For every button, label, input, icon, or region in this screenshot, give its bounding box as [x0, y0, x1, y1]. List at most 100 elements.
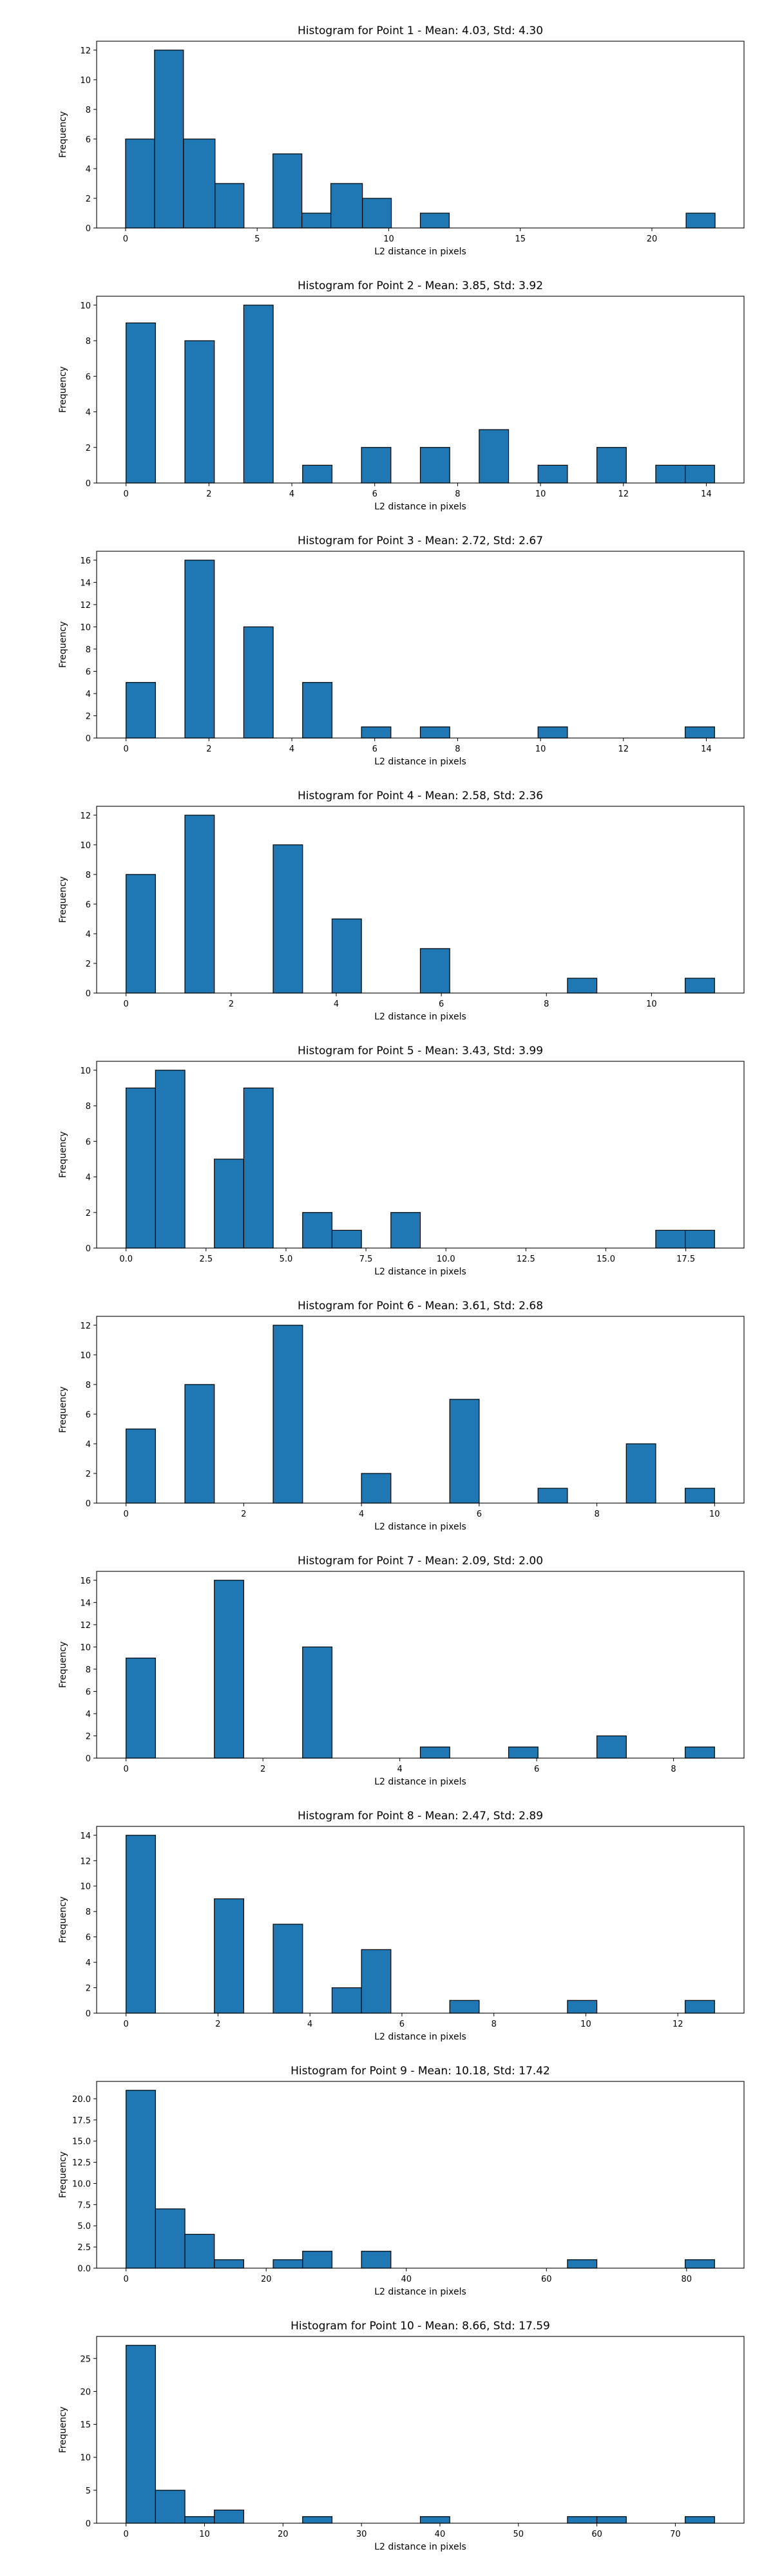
histogram-bar: [625, 1443, 656, 1504]
x-tick-label: 70: [670, 2530, 681, 2539]
x-tick-label: 20: [647, 234, 658, 244]
x-axis-label: L2 distance in pixels: [374, 2032, 466, 2042]
y-tick-label: 5: [86, 2486, 91, 2496]
x-tick-label: 40: [401, 2275, 412, 2284]
y-tick-label: 0: [86, 479, 91, 489]
histogram-bar: [596, 1735, 627, 1759]
histogram-bar: [184, 815, 215, 994]
x-tick-label: 10: [383, 234, 394, 244]
x-tick-label: 8: [455, 489, 460, 499]
axes-frame: [96, 1316, 745, 1504]
histogram-bar: [184, 560, 215, 739]
y-tick-label: 2: [86, 1209, 91, 1218]
histogram-bar: [596, 447, 627, 484]
y-tick-label: 8: [86, 645, 91, 655]
x-tick-label: 17.5: [676, 1255, 695, 1264]
y-tick-label: 4: [86, 930, 91, 940]
histogram-bar: [567, 2000, 598, 2014]
x-tick-label: 5.0: [280, 1255, 293, 1264]
histogram-bar: [214, 1159, 245, 1249]
y-tick-label: 6: [86, 1687, 91, 1697]
x-tick-label: 10: [580, 2020, 591, 2029]
histogram-bar: [685, 1229, 715, 1249]
y-tick-label: 14: [80, 1598, 91, 1608]
histogram-bar: [155, 1070, 186, 1249]
y-tick-label: 8: [86, 1665, 91, 1675]
histogram-bar: [596, 2516, 627, 2524]
x-tick-label: 2.5: [199, 1255, 213, 1264]
y-axis-label: Frequency: [58, 1642, 68, 1688]
chart-title: Histogram for Point 8 - Mean: 2.47, Std:…: [298, 1810, 543, 1823]
histogram-bar: [567, 978, 598, 994]
x-tick-label: 4: [334, 999, 339, 1009]
histogram-bar: [272, 1924, 303, 2014]
y-tick-label: 12.5: [72, 2159, 91, 2168]
axes-frame: [96, 1061, 745, 1249]
histogram-bar: [685, 1747, 715, 1759]
y-tick-label: 0: [86, 989, 91, 999]
histogram-bar: [685, 464, 715, 484]
histogram-bar: [302, 2516, 333, 2524]
y-tick-label: 14: [80, 1832, 91, 1841]
histogram-bar: [214, 2509, 245, 2524]
x-tick-label: 5: [254, 234, 260, 244]
y-tick-label: 12: [80, 1621, 91, 1631]
x-tick-label: 10: [199, 2530, 210, 2539]
histogram-bar: [184, 2233, 215, 2269]
y-tick-label: 6: [86, 135, 91, 145]
histogram-bar: [685, 2516, 715, 2524]
x-tick-label: 80: [682, 2275, 692, 2284]
histogram-bar: [331, 1987, 362, 2014]
y-tick-label: 4: [86, 1440, 91, 1450]
histogram-bar: [419, 948, 450, 994]
y-tick-label: 0: [86, 1499, 91, 1509]
histogram-bar: [567, 2516, 598, 2524]
histogram-bar: [155, 2208, 186, 2269]
y-tick-label: 8: [86, 1381, 91, 1390]
histogram-bar: [126, 1658, 156, 1759]
histogram-bar: [302, 682, 333, 739]
x-axis-label: L2 distance in pixels: [374, 757, 466, 767]
y-tick-label: 10: [80, 1882, 91, 1892]
histogram-bar: [126, 682, 156, 739]
y-tick-label: 10: [80, 1643, 91, 1653]
y-tick-label: 4: [86, 1173, 91, 1183]
y-tick-label: 0.0: [77, 2264, 91, 2274]
histogram-bar: [272, 1325, 303, 1504]
histogram-bar: [184, 2516, 215, 2524]
histogram-panel-2: Histogram for Point 2 - Mean: 3.85, Std:…: [58, 279, 745, 512]
histogram-panel-7: Histogram for Point 7 - Mean: 2.09, Std:…: [58, 1555, 745, 1787]
histogram-bar: [685, 978, 715, 994]
x-tick-label: 60: [541, 2275, 552, 2284]
y-tick-label: 0: [86, 2009, 91, 2019]
y-tick-label: 4: [86, 1958, 91, 1968]
histogram-bar: [419, 2516, 450, 2524]
x-tick-label: 0: [123, 234, 128, 244]
x-tick-label: 4: [289, 744, 294, 754]
histogram-bar: [362, 198, 392, 229]
chart-title: Histogram for Point 4 - Mean: 2.58, Std:…: [298, 790, 543, 802]
x-tick-label: 2: [260, 1765, 265, 1774]
x-tick-label: 0: [124, 1765, 129, 1774]
x-tick-label: 60: [591, 2530, 602, 2539]
y-tick-label: 6: [86, 1933, 91, 1943]
y-tick-label: 20: [80, 2387, 91, 2397]
y-tick-label: 7.5: [77, 2201, 91, 2210]
y-tick-label: 2.5: [77, 2243, 91, 2253]
histogram-bar: [301, 213, 332, 229]
x-tick-label: 0: [124, 999, 129, 1009]
y-axis-label: Frequency: [58, 2152, 68, 2198]
x-axis-label: L2 distance in pixels: [374, 1522, 466, 1532]
y-tick-label: 4: [86, 408, 91, 418]
x-tick-label: 12: [673, 2020, 683, 2029]
histogram-bar: [449, 2000, 480, 2014]
histogram-panel-9: Histogram for Point 9 - Mean: 10.18, Std…: [58, 2065, 745, 2297]
y-tick-label: 10: [80, 2454, 91, 2463]
histogram-bar: [361, 726, 392, 739]
y-axis-label: Frequency: [58, 1897, 68, 1943]
axes-frame: [96, 296, 745, 484]
y-tick-label: 25: [80, 2354, 91, 2364]
histogram-bar: [361, 447, 392, 484]
histogram-bar: [685, 2000, 715, 2014]
